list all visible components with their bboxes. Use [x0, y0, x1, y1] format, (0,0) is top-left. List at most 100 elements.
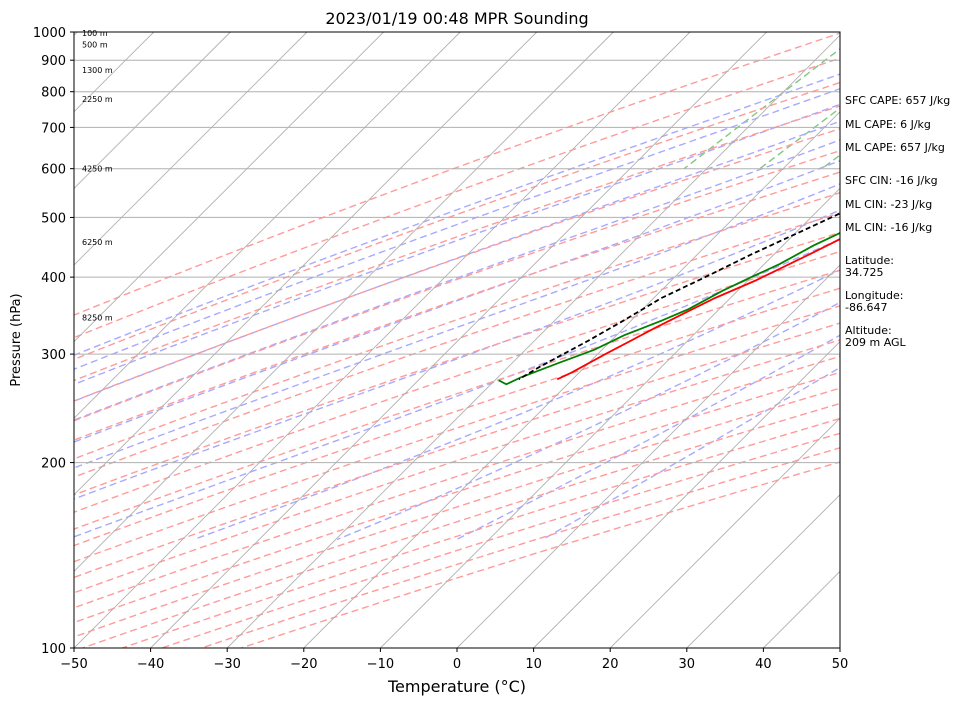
dry-adiabat-line — [74, 250, 840, 513]
altitude-label: 100 m — [82, 29, 108, 38]
moist-adiabat-line — [74, 120, 840, 402]
dry-adiabat-line — [74, 81, 840, 361]
x-axis-ticks: −50 −40 −30 −20 −10 0 10 20 30 40 50 — [60, 648, 848, 672]
altitude-label: 4250 m — [82, 165, 113, 174]
ml-cape-label-1: ML CAPE: 6 J/kg — [845, 118, 931, 131]
x-tick-label: 10 — [525, 657, 542, 672]
altitude-labels: 100 m 500 m 1300 m 2250 m 4250 m 6250 m 8250 m — [82, 29, 113, 323]
altitude-label: 8250 m — [82, 313, 113, 322]
parcel-profile — [518, 212, 840, 381]
dry-adiabat-line — [74, 57, 840, 339]
x-tick-label: 30 — [679, 657, 696, 672]
isotherm-line — [303, 111, 840, 648]
isotherm-line — [74, 32, 384, 343]
dry-adiabat-line — [74, 371, 840, 624]
isotherm-line — [226, 34, 840, 648]
dry-adiabat-line — [74, 387, 840, 638]
x-tick-label: 40 — [755, 657, 772, 672]
moist-adiabat-line — [74, 88, 840, 370]
altitude-label: 2250 m — [82, 95, 113, 104]
isotherm-line — [456, 264, 840, 648]
isotherm-line — [686, 494, 840, 648]
moist-adiabats — [74, 73, 840, 541]
ml-cape-label-2: ML CAPE: 657 J/kg — [845, 141, 945, 154]
dry-adiabat-line — [74, 127, 840, 402]
sfc-cin-label: SFC CIN: -16 J/kg — [845, 174, 938, 187]
isobars — [74, 32, 840, 648]
y-tick-label: 600 — [41, 163, 66, 178]
y-tick-label: 1000 — [33, 26, 66, 41]
isotherm-line — [74, 32, 308, 266]
dry-adiabat-line — [82, 402, 840, 648]
sounding-profiles — [498, 212, 840, 386]
dry-adiabat-line — [74, 287, 840, 547]
ml-cin-label-1: ML CIN: -23 J/kg — [845, 198, 932, 211]
longitude-label: Longitude: — [845, 289, 903, 302]
dry-adiabat-line — [74, 322, 840, 579]
moist-adiabat-line — [74, 139, 840, 421]
y-tick-label: 700 — [41, 121, 66, 136]
plot-area — [74, 32, 840, 648]
latitude-value: 34.725 — [845, 266, 884, 279]
x-tick-label: −30 — [213, 657, 240, 672]
moist-adiabat-line — [74, 159, 840, 443]
mixing-ratio-line — [683, 48, 840, 170]
y-tick-label: 800 — [41, 86, 66, 101]
moist-adiabat-line — [456, 334, 840, 541]
isotherms — [74, 32, 840, 648]
x-tick-label: −10 — [367, 657, 394, 672]
dry-adiabat-line — [74, 105, 840, 382]
x-tick-label: −40 — [137, 657, 164, 672]
altitude-label: 1300 m — [82, 66, 113, 75]
x-tick-label: −20 — [290, 657, 317, 672]
parameter-annotations: SFC CAPE: 657 J/kg ML CAPE: 6 J/kg ML CA… — [845, 94, 950, 349]
isotherm-line — [609, 417, 840, 648]
y-tick-label: 400 — [41, 271, 66, 286]
dry-adiabat-line — [74, 231, 840, 496]
y-axis-ticks: 1000 900 800 700 600 500 400 300 200 100 — [33, 26, 74, 657]
altitude-label: 6250 m — [82, 238, 113, 247]
isotherm-line — [74, 32, 691, 648]
isotherm-line — [74, 32, 538, 496]
mixing-ratio-lines — [683, 48, 840, 170]
dry-adiabat-line — [122, 417, 840, 648]
isotherm-line — [74, 32, 461, 419]
x-tick-label: 20 — [602, 657, 619, 672]
dry-adiabat-line — [74, 171, 840, 441]
sfc-cape-label: SFC CAPE: 657 J/kg — [845, 94, 950, 107]
temperature-profile — [556, 238, 840, 381]
isotherm-line — [150, 32, 767, 648]
x-tick-label: 50 — [832, 657, 849, 672]
mixing-ratio-line — [759, 107, 840, 170]
dry-adiabat-line — [74, 192, 840, 460]
longitude-value: -86.647 — [845, 301, 887, 314]
y-tick-label: 200 — [41, 457, 66, 472]
y-tick-label: 900 — [41, 54, 66, 69]
x-tick-label: −50 — [60, 657, 87, 672]
dry-adiabat-line — [74, 305, 840, 563]
dry-adiabat-line — [74, 32, 840, 316]
moist-adiabat-line — [193, 269, 840, 541]
ml-cin-label-2: ML CIN: -16 J/kg — [845, 221, 932, 234]
moist-adiabat-line — [336, 301, 840, 541]
dry-adiabat-line — [241, 461, 840, 648]
dry-adiabat-line — [74, 212, 840, 478]
isotherm-line — [74, 32, 614, 573]
y-tick-label: 300 — [41, 348, 66, 363]
chart-title: 2023/01/19 00:48 MPR Sounding — [325, 9, 588, 28]
altitude-value: 209 m AGL — [845, 336, 907, 349]
x-axis-label: Temperature (°C) — [387, 677, 526, 696]
x-tick-label: 0 — [453, 657, 461, 672]
dewpoint-profile — [498, 232, 840, 386]
latitude-label: Latitude: — [845, 254, 894, 267]
y-axis-label: Pressure (hPa) — [9, 293, 24, 386]
isotherm-line — [74, 32, 231, 190]
moist-adiabat-line — [74, 103, 840, 386]
moist-adiabat-line — [74, 73, 840, 356]
altitude-label: 500 m — [82, 41, 108, 50]
isotherm-line — [533, 340, 840, 648]
y-tick-label: 100 — [41, 642, 66, 657]
isotherm-line — [380, 187, 840, 648]
altitude-label: Altitude: — [845, 324, 892, 337]
